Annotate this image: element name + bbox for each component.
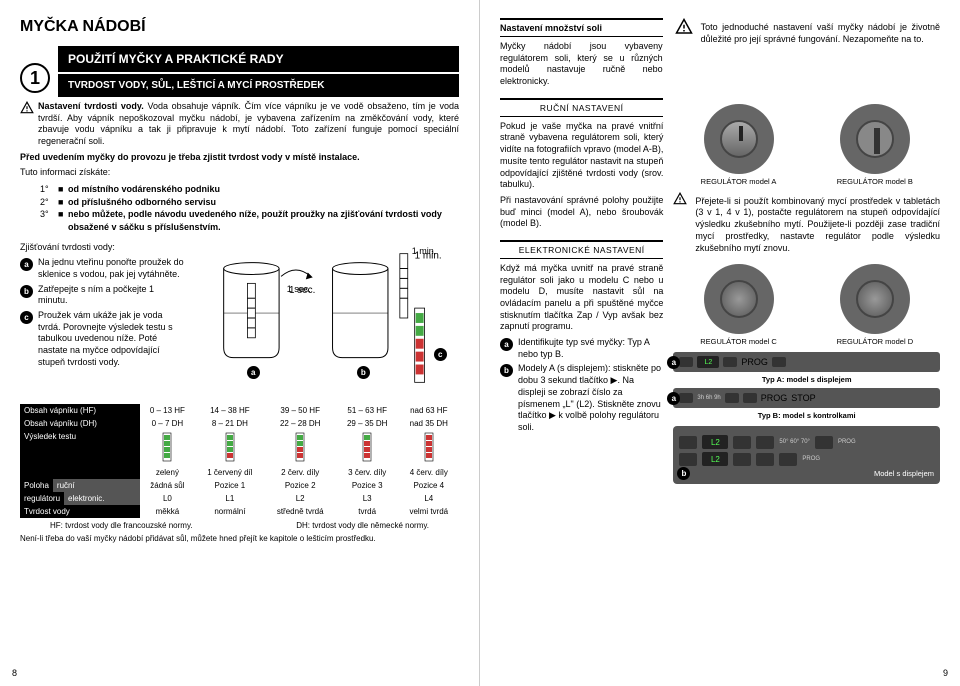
regulator-d: REGULÁTOR model D — [810, 264, 940, 346]
panel-large: L250° 60° 70°PROG L2PROG b Model s displ… — [673, 426, 940, 484]
section-bar-1: POUŽITÍ MYČKY A PRAKTICKÉ RADY — [58, 46, 459, 72]
page-number-right: 9 — [943, 668, 948, 678]
page-number-left: 8 — [12, 668, 17, 678]
footnote: HF: tvrdost vody dle francouzské normy.D… — [20, 521, 459, 531]
figure-beakers: 1 sec. 1 min. — [192, 238, 459, 398]
elec-a: aIdentifikujte typ své myčky: Typ A nebo… — [500, 337, 663, 360]
section-number: 1 — [20, 63, 50, 93]
section-bar-2: TVRDOST VODY, SŮL, LEŠTICÍ A MYCÍ PROSTŘ… — [58, 74, 459, 97]
proc-b: bZatřepejte s ním a počkejte 1 minutu. — [20, 284, 184, 307]
warning-icon — [675, 18, 693, 36]
paragraph-2-intro: Tuto informaci získáte: — [20, 167, 459, 179]
fig-1sec: 1 sec. — [287, 284, 311, 294]
warning-icon — [673, 192, 687, 206]
knob-icon — [704, 264, 774, 334]
right-left-column: RUČNÍ NASTAVENÍ Pokud je vaše myčka na p… — [500, 98, 663, 484]
manual-p2: Při nastavování správné polohy použijte … — [500, 195, 663, 230]
elec-b: bModely A (s displejem): stiskněte po do… — [500, 363, 663, 433]
proc-a: aNa jednu vteřinu ponořte proužek do skl… — [20, 257, 184, 280]
tablet-note: Přejete-li si použít kombinovaný mycí pr… — [673, 192, 940, 258]
elec-p1: Když má myčka uvnitř na pravé straně reg… — [500, 263, 663, 333]
right-right-column: REGULÁTOR model A REGULÁTOR model B Přej… — [673, 98, 940, 484]
page-left: MYČKA NÁDOBÍ 1 POUŽITÍ MYČKY A PRAKTICKÉ… — [0, 0, 480, 686]
step-list: 1°■od místního vodárenského podniku 2°■o… — [40, 183, 459, 233]
regulator-b: REGULÁTOR model B — [810, 104, 940, 186]
knob-icon — [840, 104, 910, 174]
procedure-title: Zjišťování tvrdosti vody: — [20, 242, 184, 254]
proc-c: cProužek vám ukáže jak je voda tvrdá. Po… — [20, 310, 184, 368]
electronic-heading: ELEKTRONICKÉ NASTAVENÍ — [500, 240, 663, 259]
panel-type-b: 3h 6h 9h PROGSTOP a Typ B: model s kontr… — [673, 388, 940, 420]
step-item: 1°■od místního vodárenského podniku — [40, 183, 459, 196]
manual-p1: Pokud je vaše myčka na pravé vnitřní str… — [500, 121, 663, 191]
step-item: 2°■od příslušného odborného servisu — [40, 196, 459, 209]
regulator-c: REGULÁTOR model C — [673, 264, 803, 346]
warning-text: Toto jednoduché nastavení vaší myčky nád… — [701, 22, 940, 88]
warning-icon — [20, 101, 34, 115]
salt-text: Myčky nádobí jsou vybaveny regulátorem s… — [500, 41, 663, 88]
fig-badge-a: a — [247, 366, 260, 379]
main-title: MYČKA NÁDOBÍ — [20, 18, 459, 36]
fig-badge-c: c — [434, 348, 447, 361]
paragraph-1: Nastavení tvrdosti vody. Voda obsahuje v… — [20, 101, 459, 148]
fig-badge-b: b — [357, 366, 370, 379]
regulator-a: REGULÁTOR model A — [673, 104, 803, 186]
salt-heading: Nastavení množství soli — [500, 18, 663, 37]
knob-icon — [704, 104, 774, 174]
knob-icon — [840, 264, 910, 334]
p1-bold: Nastavení tvrdosti vody. — [38, 101, 144, 111]
footnote-2: Není-li třeba do vaší myčky nádobí přidá… — [20, 534, 459, 544]
manual-heading: RUČNÍ NASTAVENÍ — [500, 98, 663, 117]
panel-type-a: L2PROG a Typ A: model s displejem — [673, 352, 940, 384]
hardness-table: Obsah vápníku (HF)0 – 13 HF14 – 38 HF39 … — [20, 404, 459, 518]
paragraph-2-bold: Před uvedením myčky do provozu je třeba … — [20, 152, 459, 164]
page-right: Nastavení množství soli Myčky nádobí jso… — [480, 0, 960, 686]
fig-1min: 1 min. — [412, 246, 437, 256]
step-item: 3°■nebo můžete, podle návodu uvedeného n… — [40, 208, 459, 233]
